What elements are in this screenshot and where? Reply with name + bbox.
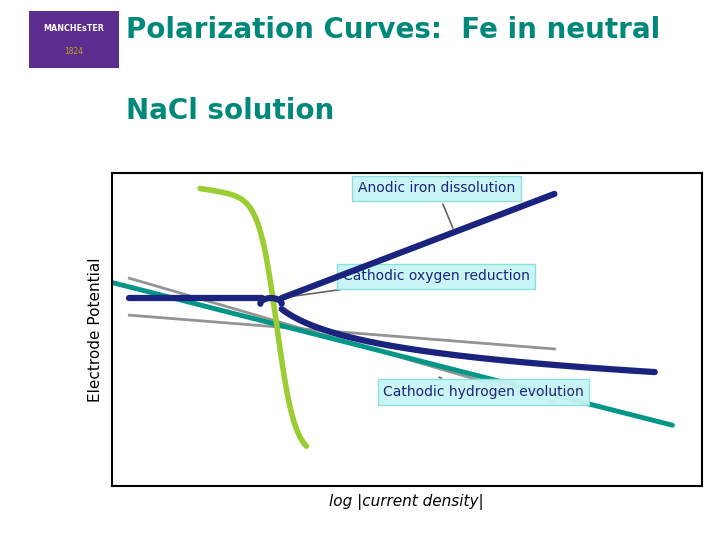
Text: NaCl solution: NaCl solution: [126, 97, 334, 125]
Text: 1824: 1824: [64, 47, 84, 56]
Text: Anodic iron dissolution: Anodic iron dissolution: [358, 181, 515, 228]
Text: Polarization Curves:  Fe in neutral: Polarization Curves: Fe in neutral: [126, 16, 660, 44]
Y-axis label: Electrode Potential: Electrode Potential: [89, 257, 103, 402]
Text: Cathodic oxygen reduction: Cathodic oxygen reduction: [283, 269, 530, 298]
X-axis label: log |current density|: log |current density|: [330, 494, 484, 510]
Text: MANCHEsTER: MANCHEsTER: [43, 24, 104, 33]
Text: Cathodic hydrogen evolution: Cathodic hydrogen evolution: [383, 377, 584, 399]
